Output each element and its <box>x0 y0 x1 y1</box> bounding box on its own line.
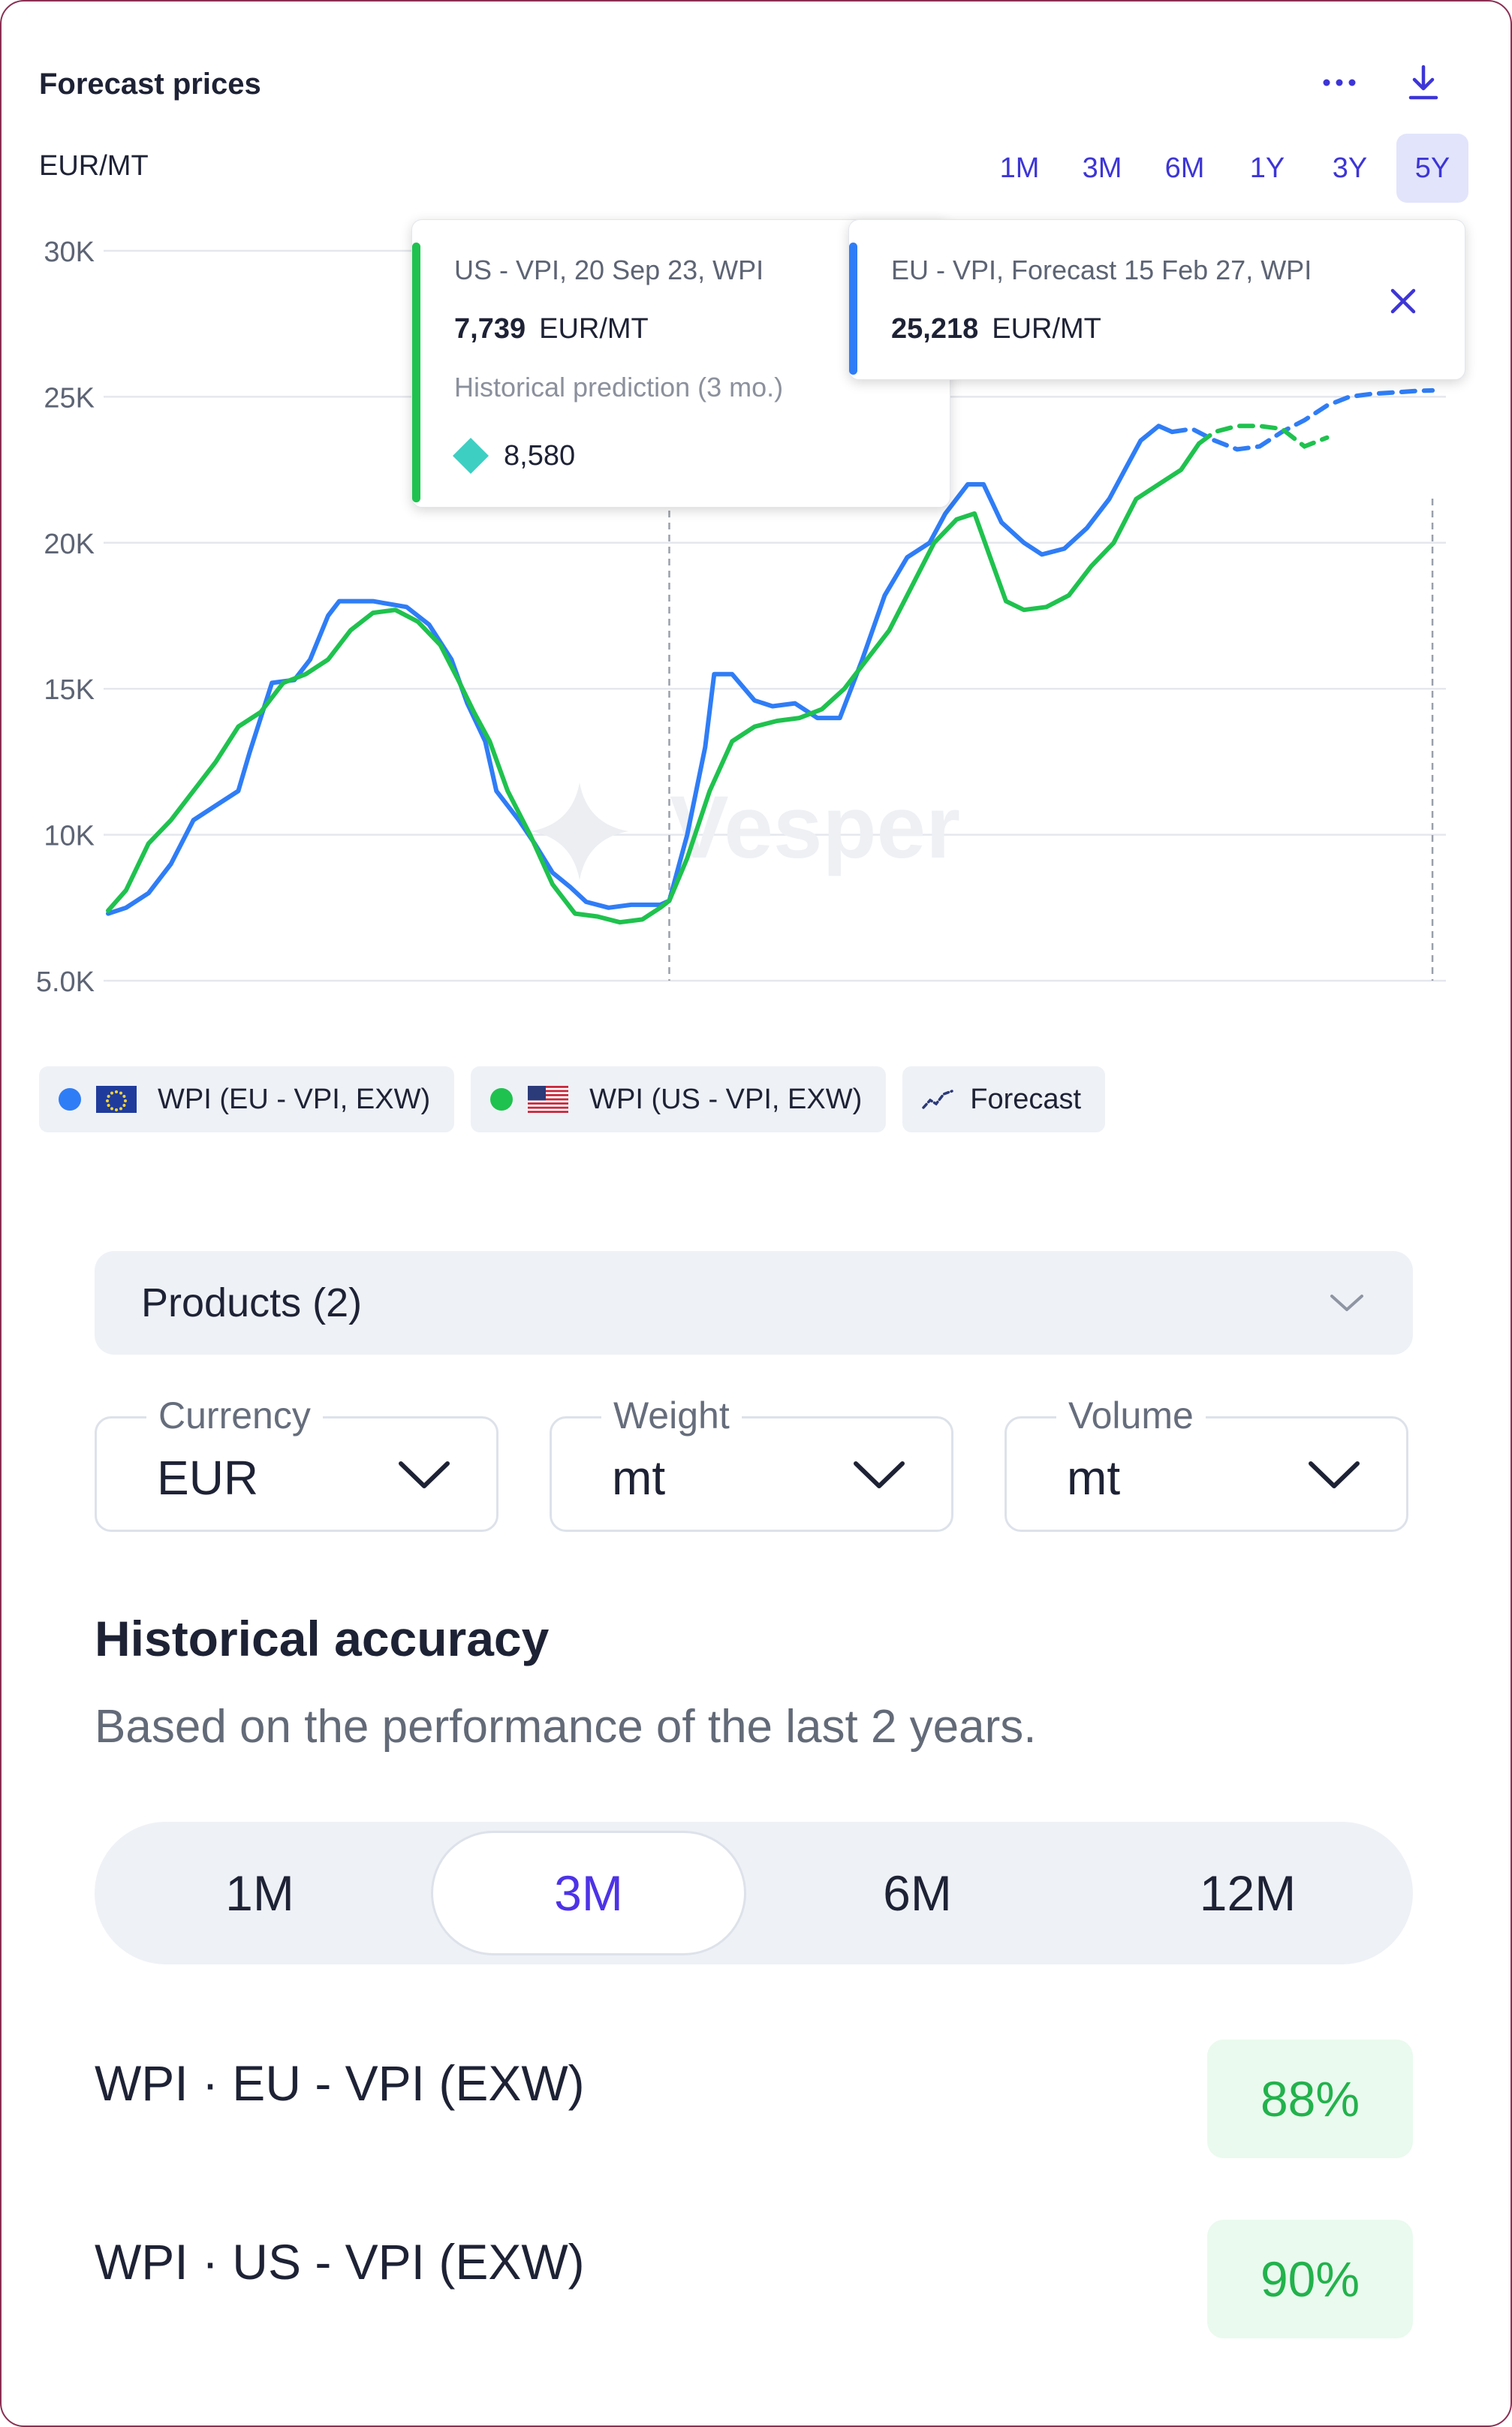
currency-value: EUR <box>157 1451 259 1505</box>
range-selector: 1M 3M 6M 1Y 3Y 5Y <box>973 134 1468 203</box>
legend-item-us[interactable]: WPI (US - VPI, EXW) <box>471 1066 887 1132</box>
accuracy-period-selector: 1M 3M 6M 12M <box>95 1822 1413 1964</box>
legend-eu-label: WPI (EU - VPI, EXW) <box>158 1083 431 1115</box>
tooltip-eu-color-bar <box>849 243 857 375</box>
volume-value: mt <box>1067 1451 1121 1505</box>
vesper-watermark: Vesper <box>531 778 960 880</box>
chevron-down-icon <box>399 1461 450 1488</box>
forecast-line-us <box>1197 424 1330 449</box>
range-5y[interactable]: 5Y <box>1396 134 1468 203</box>
accuracy-row-eu-badge: 88% <box>1207 2040 1413 2158</box>
currency-label: Currency <box>146 1393 323 1438</box>
historical-accuracy-subtitle: Based on the performance of the last 2 y… <box>95 1701 1037 1753</box>
y-tick-label: 15K <box>44 674 95 706</box>
tooltip-us-hist-label: Historical prediction (3 mo.) <box>454 372 784 402</box>
close-icon[interactable] <box>1379 277 1427 325</box>
accuracy-row-us-badge: 90% <box>1207 2220 1413 2338</box>
series-line-us <box>106 441 1202 925</box>
y-tick-label: 5.0K <box>36 966 95 998</box>
us-flag-icon <box>528 1086 569 1113</box>
historical-accuracy-title: Historical accuracy <box>95 1611 550 1666</box>
range-6m[interactable]: 6M <box>1164 152 1205 184</box>
tooltip-us-heading: US - VPI, 20 Sep 23, WPI <box>454 255 764 285</box>
weight-label: Weight <box>601 1393 742 1438</box>
tooltip-us-hist-value: 8,580 <box>504 439 576 472</box>
svg-text:Vesper: Vesper <box>670 778 960 877</box>
weight-value: mt <box>612 1451 666 1505</box>
tooltip-eu-value: 25,218 <box>891 313 979 345</box>
forecast-line-icon <box>922 1090 953 1109</box>
tooltip-us-unit: EUR/MT <box>539 313 649 345</box>
tooltip-eu-unit: EUR/MT <box>992 313 1101 345</box>
products-label: Products (2) <box>141 1280 363 1325</box>
chart-legend: WPI (EU - VPI, EXW) WPI (US - VPI, EXW) … <box>39 1066 1122 1132</box>
legend-item-eu[interactable]: WPI (EU - VPI, EXW) <box>39 1066 455 1132</box>
tooltip-eu-heading: EU - VPI, Forecast 15 Feb 27, WPI <box>891 255 1312 285</box>
chevron-down-icon <box>854 1461 905 1488</box>
accuracy-row-us-label: WPI · US - VPI (EXW) <box>95 2234 585 2290</box>
range-1y[interactable]: 1Y <box>1249 152 1285 184</box>
y-tick-label: 25K <box>44 382 95 414</box>
tooltip-us-value: 7,739 <box>454 313 526 345</box>
legend-forecast-label: Forecast <box>970 1083 1082 1115</box>
y-tick-label: 30K <box>44 237 95 268</box>
products-dropdown[interactable]: Products (2) <box>95 1251 1413 1355</box>
period-12m[interactable]: 12M <box>1199 1865 1297 1921</box>
forecast-line-eu <box>1170 387 1435 452</box>
currency-select[interactable]: Currency EUR <box>95 1393 498 1532</box>
volume-label: Volume <box>1056 1393 1206 1438</box>
tooltip-us-value-row: 7,739 EUR/MT <box>454 313 649 345</box>
legend-us-label: WPI (US - VPI, EXW) <box>589 1083 863 1115</box>
legend-item-forecast[interactable]: Forecast <box>902 1066 1106 1132</box>
us-series-dot <box>490 1088 514 1111</box>
range-3y[interactable]: 3Y <box>1332 152 1368 184</box>
weight-select[interactable]: Weight mt <box>550 1393 953 1532</box>
diamond-icon <box>453 438 489 474</box>
y-tick-label: 10K <box>44 821 95 852</box>
tooltip-eu: EU - VPI, Forecast 15 Feb 27, WPI 25,218… <box>848 219 1465 380</box>
unit-label: EUR/MT <box>39 150 149 182</box>
tooltip-eu-value-row: 25,218 EUR/MT <box>891 313 1101 345</box>
range-1m[interactable]: 1M <box>999 152 1040 184</box>
tooltip-us-hist-row: 8,580 <box>450 435 575 477</box>
volume-select[interactable]: Volume mt <box>1004 1393 1408 1532</box>
chevron-down-icon <box>1309 1461 1360 1488</box>
card-title: Forecast prices <box>39 68 261 101</box>
chevron-down-icon <box>1330 1295 1363 1311</box>
eu-series-dot <box>59 1088 81 1111</box>
period-1m[interactable]: 1M <box>225 1865 294 1921</box>
period-3m[interactable]: 3M <box>431 1831 746 1955</box>
tooltip-us-color-bar <box>412 243 420 502</box>
download-icon[interactable] <box>1399 59 1447 107</box>
y-tick-label: 20K <box>44 529 95 560</box>
accuracy-row-eu-label: WPI · EU - VPI (EXW) <box>95 2055 585 2111</box>
eu-flag-icon <box>96 1086 137 1113</box>
period-6m[interactable]: 6M <box>883 1865 952 1921</box>
range-3m[interactable]: 3M <box>1082 152 1122 184</box>
more-options-icon[interactable] <box>1315 59 1363 107</box>
tooltip-us: US - VPI, 20 Sep 23, WPI 7,739 EUR/MT His… <box>411 219 950 508</box>
price-chart[interactable]: Vesper 5.0K10K15K20K25K30K20222023202420… <box>2 212 1512 1015</box>
